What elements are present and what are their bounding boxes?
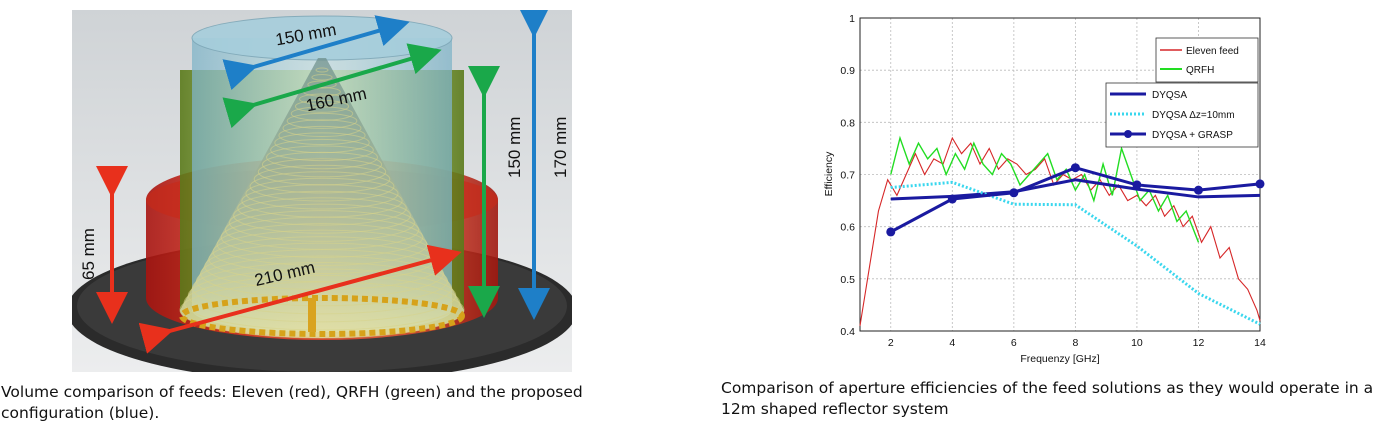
grasp-point [1132,180,1142,190]
y-tick-label: 0.5 [840,274,855,286]
legend-qrfh: QRFH [1186,65,1214,76]
legend-dyqsa: DYQSA [1152,90,1187,101]
x-tick-label: 10 [1131,337,1143,349]
arrow-160mm [222,43,442,129]
legend-bottom: DYQSA DYQSA Δz=10mm DYQSA + GRASP [1105,82,1259,148]
y-tick-label: 0.6 [840,222,855,234]
label-170mm: 170 mm [551,117,570,178]
x-tick-label: 14 [1254,337,1266,349]
series-line-1 [890,135,1200,243]
x-tick-label: 2 [888,337,894,349]
y-tick-label: 0.9 [840,65,855,77]
y-tick-label: 0.8 [840,117,855,129]
y-tick-label: 0.4 [840,326,855,338]
x-axis-label: Frequenzy [GHz] [1020,353,1099,365]
grasp-point [1193,185,1203,195]
caption-left: Volume comparison of feeds: Eleven (red)… [1,383,583,422]
legend-top: Eleven feed QRFH [1155,37,1259,83]
caption-right: Comparison of aperture efficiencies of t… [721,379,1374,418]
chart-ticks: 2 4 6 8 10 12 14 0.4 0.5 0.6 0.7 0.8 0.9 1 [840,13,1266,349]
plot-area [859,17,1261,332]
grasp-point [1255,179,1265,189]
series-line-3 [890,180,1261,326]
grasp-point [947,194,957,204]
x-tick-label: 12 [1193,337,1205,349]
label-150mm-side: 150 mm [505,117,524,178]
y-tick-label: 1 [849,13,855,25]
feed-volume-figure: 150 mm 160 mm 210 mm 65 mm 150 mm 170 mm [67,6,577,382]
legend-dyqsa-dz: DYQSA Δz=10mm [1152,110,1235,121]
legend-dyqsa-grasp: DYQSA + GRASP [1152,130,1233,141]
x-tick-label: 4 [949,337,955,349]
label-65mm: 65 mm [79,228,98,280]
grasp-point [1009,188,1019,198]
y-tick-label: 0.7 [840,170,855,182]
chart-series [859,135,1265,326]
y-axis-label: Efficiency [823,151,835,196]
x-tick-label: 6 [1011,337,1017,349]
grasp-point [886,227,896,237]
arrow-210mm [138,244,462,354]
efficiency-chart: 2 4 6 8 10 12 14 0.4 0.5 0.6 0.7 0.8 0.9 1 Frequenzy … [820,8,1270,380]
grasp-point [1070,163,1080,173]
legend-eleven-feed: Eleven feed [1186,46,1239,57]
x-tick-label: 8 [1072,337,1078,349]
series-line-0 [859,136,1261,326]
